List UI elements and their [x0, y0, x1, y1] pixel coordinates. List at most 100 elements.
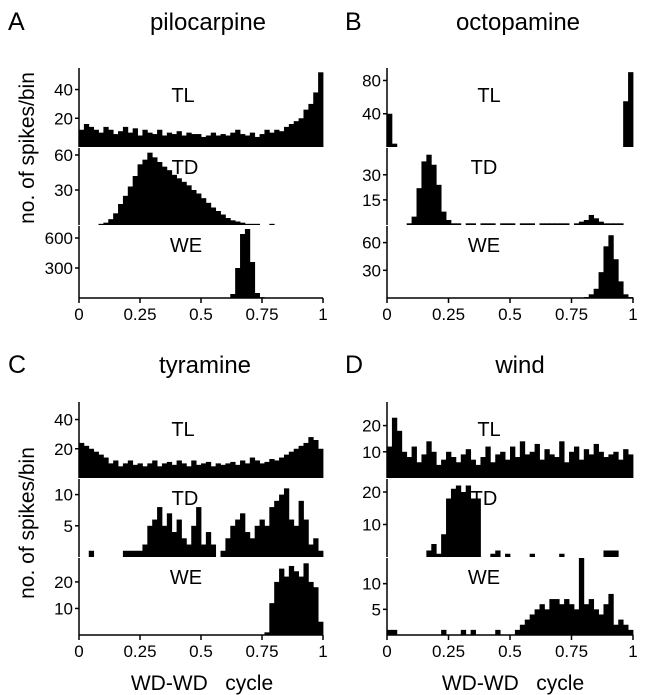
- panel-a-plots: 20 40 TL 30 60 TD 300 600 WE 0 0.25 0.5 0.75 1: [45, 68, 328, 324]
- panel-d-tl-bar: [475, 464, 481, 478]
- panel-a-tl-bar: [113, 134, 119, 147]
- panel-d-we-bar: [564, 599, 570, 635]
- panel-c-tl-bar: [274, 460, 280, 478]
- panel-c-td-y-tick-label: 10: [54, 486, 73, 505]
- panel-d-we-bar: [534, 609, 540, 635]
- panel-c-tl-bar: [137, 463, 143, 478]
- panel-a-tl-bar: [279, 131, 285, 147]
- panel-b-tl-bar: [391, 143, 398, 147]
- panel-d-tl-bar: [421, 454, 427, 478]
- panel-a-td-bar: [269, 223, 275, 225]
- panel-a-td-bar: [166, 170, 173, 225]
- panel-d-we-bar: [544, 609, 550, 635]
- panel-b-td-bar: [554, 223, 560, 225]
- panel-d-tl-y-tick-label: 20: [362, 417, 381, 436]
- panel-c-td-bar: [308, 544, 314, 557]
- panel-b-we-bar: [598, 272, 604, 298]
- panel-c-tl-bar: [108, 463, 114, 478]
- panel-c-td-bar: [137, 550, 143, 557]
- panel-c-tl-bar: [118, 466, 124, 478]
- panel-c-we-label: WE: [170, 567, 202, 589]
- panel-a-tl-bar: [259, 134, 265, 147]
- panel-c-tl-bar: [313, 440, 319, 478]
- panel-b-td-bar: [578, 221, 585, 225]
- panel-d-tl-bar: [519, 441, 526, 478]
- panel-a-td-bar: [108, 219, 114, 225]
- panel-c-x-tick-label: 0.25: [123, 642, 156, 661]
- panel-a-td-bar: [118, 204, 124, 225]
- panel-d-tl-bar: [628, 454, 634, 478]
- panel-d-x-tick-label: 0.75: [555, 642, 588, 661]
- panel-a-tl-bar: [98, 132, 104, 147]
- panel-b-td-bar: [524, 223, 531, 225]
- panel-a-x-tick-label: 0.25: [123, 305, 156, 324]
- panel-d-td-histogram: 10 20 TD: [362, 479, 619, 557]
- panel-b-td-bar: [539, 223, 545, 225]
- panel-c-td-bar: [166, 513, 173, 557]
- panel-b-td-label: TD: [471, 157, 498, 179]
- panel-b-letter: B: [345, 8, 362, 36]
- panel-d-tl-bar: [529, 451, 535, 478]
- panel-b-we-label: WE: [468, 235, 500, 257]
- panel-d-tl-bar: [559, 441, 565, 478]
- panel-b-td-bar: [416, 188, 422, 225]
- panel-b-td-bar: [470, 223, 476, 225]
- panel-d-tl-bar: [460, 454, 467, 478]
- panel-c-tl-bar: [244, 463, 251, 478]
- panel-d-we-histogram: 5 10 WE: [362, 558, 634, 635]
- panel-c-tl-bar: [147, 463, 153, 478]
- panel-b-x-tick-label: 1: [628, 305, 637, 324]
- panel-a-tl-bar: [161, 135, 168, 147]
- panel-d-tl-bar: [500, 451, 506, 478]
- panel-d-we-bar: [519, 624, 526, 635]
- panel-a-tl-bar: [220, 134, 226, 147]
- panel-a-td-histogram: 30 60 TD: [54, 146, 275, 225]
- panel-c-plots: 20 40 TL 5 10 TD 10 20 WE 0 0.25 0.5 0.75 1: [54, 402, 328, 661]
- panel-a-x-tick-label: 1: [318, 305, 327, 324]
- panel-a-td-bar: [220, 214, 226, 225]
- panel-d-tl-bar: [613, 451, 619, 478]
- panel-a-tl-bar: [298, 118, 304, 147]
- panel-d: D wind: [345, 351, 545, 379]
- panel-a-tl-bar: [274, 129, 280, 147]
- panel-c-tl-bar: [225, 463, 231, 478]
- panel-c-tl-bar: [259, 463, 265, 478]
- panel-d-td-label: TD: [471, 488, 498, 510]
- panel-d-we-bar: [539, 604, 545, 635]
- panel-a-tl-bar: [132, 128, 138, 147]
- panel-d-we-bar: [628, 629, 634, 635]
- panel-a-td-bar: [103, 222, 109, 225]
- panel-d-tl-bar: [598, 451, 604, 478]
- panel-c-we-bar: [288, 565, 295, 635]
- panel-c-we-bar: [318, 621, 324, 635]
- panel-d-we-bar: [470, 629, 476, 635]
- panel-c-td-bar: [191, 525, 197, 557]
- panel-b-tl-bar: [387, 113, 393, 147]
- panel-b-td-bar: [588, 214, 595, 225]
- panel-d-we-bar: [623, 624, 629, 635]
- panel-b-td-bar: [510, 223, 516, 225]
- panel-a-tl-bar: [176, 131, 182, 147]
- panel-b-td-bar: [455, 223, 462, 225]
- panel-a-tl-bar: [103, 126, 109, 147]
- panel-c-td-bar: [293, 525, 299, 557]
- panel-a-td-bar: [98, 223, 104, 225]
- panel-a-tl-bar: [166, 132, 173, 147]
- panel-d-we-bar: [569, 604, 575, 635]
- panel-d-tl-bar: [603, 457, 609, 478]
- panel-d-tl-bar: [436, 464, 442, 478]
- panel-d-td-bar: [460, 492, 467, 557]
- panel-a-td-bar: [152, 157, 158, 225]
- panel-c-we-bar: [303, 563, 309, 635]
- panel-a-title: pilocarpine: [150, 9, 266, 36]
- panel-c-tl-bar: [293, 448, 299, 478]
- panel-d-tl-bar: [450, 457, 457, 478]
- panel-a-tl-bar: [157, 129, 163, 147]
- panel-d-td-bar: [559, 553, 565, 557]
- panel-b-td-bar: [529, 223, 535, 225]
- panel-d-tl-bar: [401, 451, 408, 478]
- panel-a-td-bar: [147, 152, 153, 225]
- panel-a-we-bar: [244, 229, 251, 298]
